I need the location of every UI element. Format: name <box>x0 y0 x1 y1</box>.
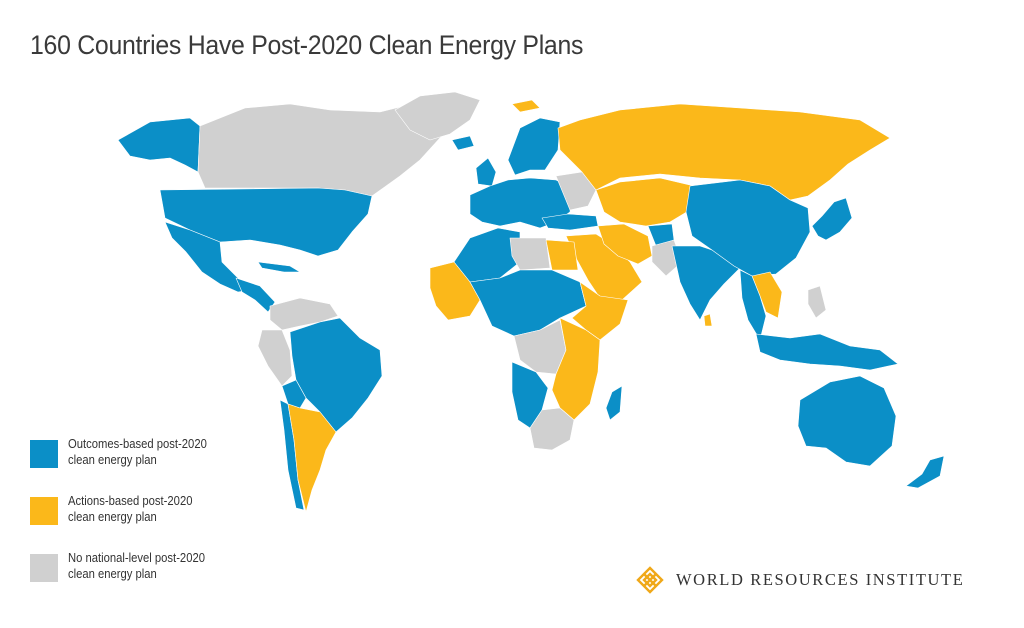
legend-swatch-outcomes <box>30 440 58 468</box>
libya <box>509 237 551 271</box>
greenland <box>394 91 481 141</box>
russia <box>557 103 891 201</box>
legend-label: clean energy plan <box>68 453 157 467</box>
legend-item-none: No national-level post-2020 clean energy… <box>30 550 250 590</box>
korea-japan <box>811 197 853 241</box>
scandinavia <box>507 117 561 176</box>
china-mongolia <box>685 179 811 277</box>
indonesia-png <box>755 333 899 371</box>
wri-lattice-icon <box>636 566 664 594</box>
legend-item-actions: Actions-based post-2020 clean energy pla… <box>30 493 250 533</box>
legend-label: Outcomes-based post-2020 <box>68 437 207 451</box>
belarus-ukraine <box>555 171 597 211</box>
central-america <box>235 277 276 313</box>
central-africa <box>469 269 587 337</box>
australia <box>797 375 897 467</box>
uk-ireland <box>475 157 497 187</box>
svalbard <box>511 99 541 113</box>
sri-lanka <box>703 313 713 327</box>
iran <box>597 223 653 265</box>
new-zealand <box>905 455 945 489</box>
iceland <box>451 135 475 151</box>
alaska <box>117 117 201 173</box>
peru <box>257 329 293 387</box>
legend-label: clean energy plan <box>68 567 157 581</box>
legend-label: No national-level post-2020 <box>68 551 205 565</box>
legend-item-outcomes: Outcomes-based post-2020 clean energy pl… <box>30 436 250 476</box>
philippines <box>807 285 827 319</box>
legend-label: clean energy plan <box>68 510 157 524</box>
legend-swatch-none <box>30 554 58 582</box>
southern-africa <box>529 407 575 451</box>
legend-label: Actions-based post-2020 <box>68 494 193 508</box>
wri-logo-text: WORLD RESOURCES INSTITUTE <box>676 570 965 589</box>
egypt <box>545 239 579 271</box>
page-title: 160 Countries Have Post-2020 Clean Energ… <box>30 30 584 60</box>
southeast-asia <box>739 269 767 341</box>
west-africa <box>429 261 481 321</box>
wri-logo: WORLD RESOURCES INSTITUTE <box>636 566 996 594</box>
madagascar <box>605 385 623 421</box>
kazakhstan-central-asia <box>595 177 695 227</box>
argentina <box>287 403 337 513</box>
bolivia <box>281 379 307 409</box>
cuba <box>257 261 301 273</box>
canada <box>197 95 463 197</box>
legend-swatch-actions <box>30 497 58 525</box>
